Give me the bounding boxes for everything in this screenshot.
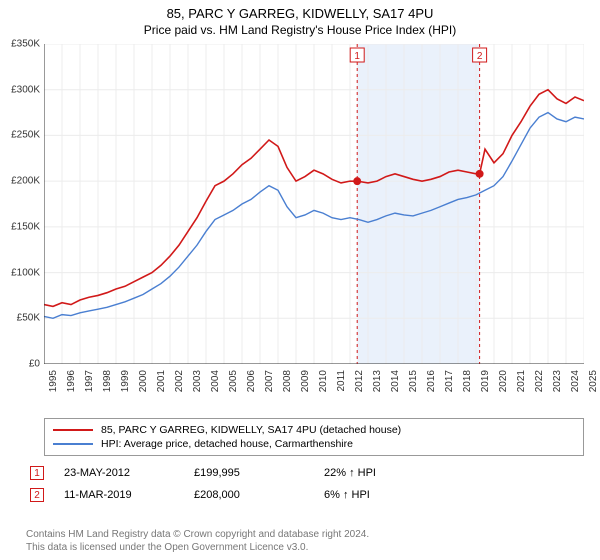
x-tick-label: 2009: [300, 370, 311, 392]
y-tick-label: £0: [29, 359, 40, 370]
x-tick-label: 2018: [462, 370, 473, 392]
y-tick-label: £200K: [11, 176, 40, 187]
legend-label: HPI: Average price, detached house, Carm…: [101, 438, 353, 450]
y-tick-label: £250K: [11, 130, 40, 141]
chart-area: 12 £0£50K£100K£150K£200K£250K£300K£350K1…: [44, 44, 584, 364]
sale-row: 2 11-MAR-2019 £208,000 6% ↑ HPI: [26, 484, 584, 506]
sale-date: 11-MAR-2019: [64, 489, 194, 501]
legend-swatch: [53, 443, 93, 445]
y-tick-label: £50K: [17, 313, 40, 324]
legend-item: 85, PARC Y GARREG, KIDWELLY, SA17 4PU (d…: [53, 423, 575, 437]
footer-line2: This data is licensed under the Open Gov…: [26, 541, 369, 554]
x-tick-label: 2012: [354, 370, 365, 392]
x-tick-label: 2004: [210, 370, 221, 392]
footer: Contains HM Land Registry data © Crown c…: [26, 528, 369, 554]
x-tick-label: 2025: [588, 370, 599, 392]
x-tick-label: 2011: [336, 370, 347, 392]
x-tick-label: 2006: [246, 370, 257, 392]
line-chart: 12: [44, 44, 584, 364]
sale-marker-2: [476, 170, 484, 178]
sale-delta: 22% ↑ HPI: [324, 467, 454, 479]
svg-text:1: 1: [354, 51, 360, 62]
sale-marker-box: 2: [30, 488, 44, 502]
x-tick-label: 2014: [390, 370, 401, 392]
sale-price: £199,995: [194, 467, 324, 479]
x-tick-label: 2017: [444, 370, 455, 392]
y-tick-label: £150K: [11, 221, 40, 232]
x-tick-label: 2020: [498, 370, 509, 392]
sale-band: [357, 44, 479, 364]
y-tick-label: £100K: [11, 267, 40, 278]
x-tick-label: 2024: [570, 370, 581, 392]
page-subtitle: Price paid vs. HM Land Registry's House …: [0, 21, 600, 37]
x-tick-label: 2023: [552, 370, 563, 392]
x-tick-label: 2010: [318, 370, 329, 392]
legend: 85, PARC Y GARREG, KIDWELLY, SA17 4PU (d…: [44, 418, 584, 456]
sale-price: £208,000: [194, 489, 324, 501]
x-tick-label: 2008: [282, 370, 293, 392]
sales-table: 1 23-MAY-2012 £199,995 22% ↑ HPI2 11-MAR…: [26, 462, 584, 506]
x-tick-label: 2016: [426, 370, 437, 392]
x-tick-label: 2022: [534, 370, 545, 392]
x-tick-label: 2015: [408, 370, 419, 392]
svg-text:2: 2: [477, 51, 483, 62]
legend-label: 85, PARC Y GARREG, KIDWELLY, SA17 4PU (d…: [101, 424, 401, 436]
page-title: 85, PARC Y GARREG, KIDWELLY, SA17 4PU: [0, 0, 600, 21]
x-tick-label: 2013: [372, 370, 383, 392]
sale-marker-1: [353, 177, 361, 185]
x-tick-label: 2003: [192, 370, 203, 392]
y-tick-label: £350K: [11, 39, 40, 50]
x-tick-label: 2001: [156, 370, 167, 392]
y-tick-label: £300K: [11, 84, 40, 95]
sale-marker-box: 1: [30, 466, 44, 480]
x-tick-label: 2000: [138, 370, 149, 392]
x-tick-label: 2007: [264, 370, 275, 392]
x-tick-label: 1995: [48, 370, 59, 392]
x-tick-label: 1999: [120, 370, 131, 392]
x-tick-label: 1997: [84, 370, 95, 392]
legend-swatch: [53, 429, 93, 431]
footer-line1: Contains HM Land Registry data © Crown c…: [26, 528, 369, 541]
x-tick-label: 2021: [516, 370, 527, 392]
x-tick-label: 2005: [228, 370, 239, 392]
x-tick-label: 1996: [66, 370, 77, 392]
legend-item: HPI: Average price, detached house, Carm…: [53, 437, 575, 451]
x-tick-label: 1998: [102, 370, 113, 392]
x-tick-label: 2002: [174, 370, 185, 392]
sale-row: 1 23-MAY-2012 £199,995 22% ↑ HPI: [26, 462, 584, 484]
x-tick-label: 2019: [480, 370, 491, 392]
sale-date: 23-MAY-2012: [64, 467, 194, 479]
sale-delta: 6% ↑ HPI: [324, 489, 454, 501]
